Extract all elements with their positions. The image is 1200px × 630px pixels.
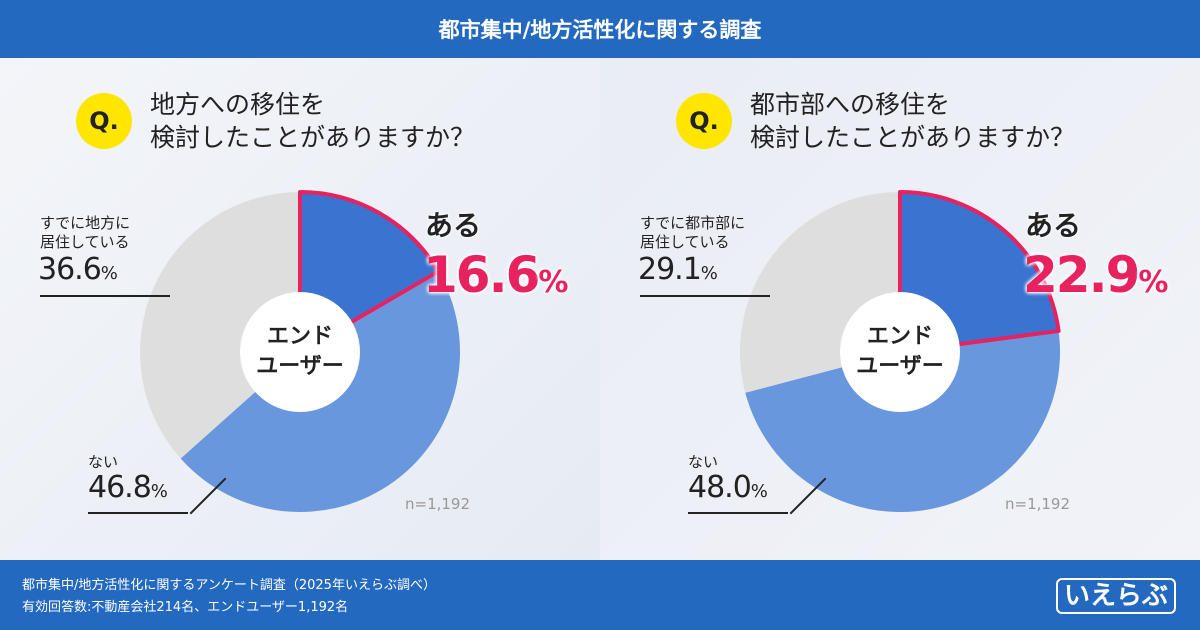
right-panel: Q. 都市部への移住を検討したことがありますか？ すでに都市部に 居住している 29.1… bbox=[600, 58, 1200, 560]
question-line: 検討したことがありますか？ bbox=[150, 123, 476, 152]
value: 46.8 bbox=[88, 470, 152, 505]
value: 36.6 bbox=[38, 252, 102, 287]
sample-size: n=1,192 bbox=[1005, 495, 1071, 513]
donut-chart bbox=[140, 190, 461, 513]
donut-hole bbox=[840, 292, 960, 412]
value: 16.6 bbox=[423, 246, 540, 304]
center-label: エンド ユーザー bbox=[240, 322, 360, 382]
unit: % bbox=[538, 265, 568, 300]
label-line: 居住している bbox=[40, 233, 130, 251]
yes-percent: 16.6% bbox=[423, 246, 568, 304]
footer-respondents: 有効回答数:不動産会社214名、エンドユーザー1,192名 bbox=[22, 600, 349, 615]
leader-line bbox=[640, 295, 770, 297]
unit: % bbox=[150, 481, 168, 502]
already-label: すでに地方に 居住している bbox=[40, 214, 130, 252]
no-percent: 46.8% bbox=[88, 470, 168, 505]
already-label: すでに都市部に 居住している bbox=[640, 214, 745, 252]
q-badge: Q. bbox=[676, 93, 732, 149]
leader-line bbox=[688, 512, 788, 514]
no-label: ない bbox=[88, 453, 119, 471]
value: 48.0 bbox=[688, 470, 752, 505]
unit: % bbox=[100, 263, 118, 284]
unit: % bbox=[750, 481, 768, 502]
yes-label: ある bbox=[1025, 209, 1082, 242]
already-percent: 36.6% bbox=[38, 252, 118, 287]
label-line: 居住している bbox=[640, 233, 730, 251]
leader-line bbox=[40, 295, 170, 297]
value: 29.1 bbox=[638, 252, 702, 287]
yes-label: ある bbox=[425, 209, 482, 242]
left-panel: Q. 地方への移住を検討したことがありますか？ すでに地方に 居住している 36.6% な… bbox=[0, 58, 600, 560]
question-line: 都市部への移住を bbox=[750, 90, 951, 119]
unit: % bbox=[1138, 265, 1168, 300]
donut-hole bbox=[240, 292, 360, 412]
label-line: すでに都市部に bbox=[640, 214, 746, 232]
slice-already bbox=[140, 192, 300, 459]
leader-line bbox=[88, 512, 188, 514]
q-badge: Q. bbox=[76, 93, 132, 149]
center-line: エンド bbox=[266, 324, 333, 349]
no-label: ない bbox=[688, 453, 719, 471]
center-line: エンド bbox=[866, 324, 933, 349]
donut-chart bbox=[740, 190, 1061, 512]
question: Q. 都市部への移住を検討したことがありますか？ bbox=[676, 88, 1170, 154]
footer: 都市集中/地方活性化に関するアンケート調査（2025年いえらぶ調べ） 有効回答数… bbox=[0, 560, 1200, 630]
value: 22.9 bbox=[1023, 246, 1140, 304]
center-line: ユーザー bbox=[856, 354, 944, 379]
question: Q. 地方への移住を検討したことがありますか？ bbox=[76, 88, 570, 154]
already-percent: 29.1% bbox=[638, 252, 718, 287]
question-text: 都市部への移住を検討したことがありますか？ bbox=[750, 88, 1170, 154]
center-label: エンド ユーザー bbox=[840, 322, 960, 382]
slice-no bbox=[745, 330, 1060, 512]
no-percent: 48.0% bbox=[688, 470, 768, 505]
unit: % bbox=[700, 263, 718, 284]
question-line: 地方への移住を bbox=[150, 90, 326, 119]
footer-survey-name: 都市集中/地方活性化に関するアンケート調査（2025年いえらぶ調べ） bbox=[22, 578, 436, 593]
yes-percent: 22.9% bbox=[1023, 246, 1168, 304]
question-line: 検討したことがありますか？ bbox=[750, 123, 1076, 152]
center-line: ユーザー bbox=[256, 354, 344, 379]
label-line: すでに地方に bbox=[40, 214, 131, 232]
ierabu-logo: いえらぶ bbox=[1055, 578, 1176, 614]
sample-size: n=1,192 bbox=[405, 495, 471, 513]
question-text: 地方への移住を検討したことがありますか？ bbox=[150, 88, 570, 154]
header-title: 都市集中/地方活性化に関する調査 bbox=[0, 0, 1200, 58]
